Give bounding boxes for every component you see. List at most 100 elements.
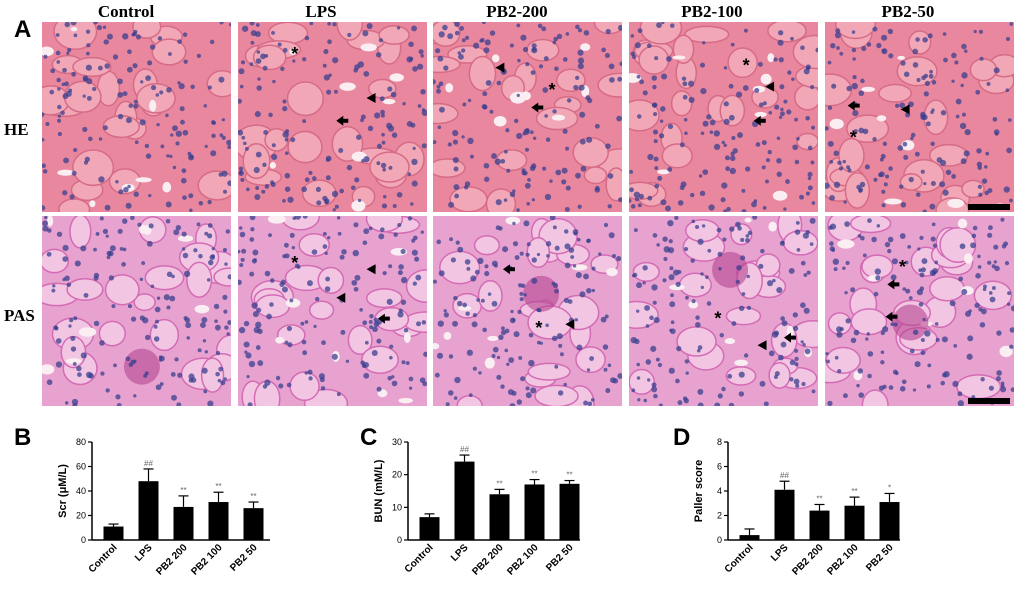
y-tick-label: 0 — [81, 535, 86, 545]
significance-label: ** — [215, 482, 221, 491]
chart-bun: 0 10 20 30 BUN (mM/L) Control ## LPS ** PB2 200 **… — [373, 437, 580, 578]
x-tick-label: PB2 100 — [505, 542, 541, 578]
bar-2 — [809, 510, 830, 540]
micrograph-he-1: * — [238, 22, 427, 212]
error-bar-1 — [459, 454, 470, 462]
error-bar-1 — [143, 468, 154, 482]
error-bar-3 — [529, 478, 540, 485]
micrograph-image: * — [629, 22, 818, 212]
scale-bar-pas — [968, 398, 1010, 404]
arrow-marker — [847, 100, 860, 111]
error-bar-0 — [424, 513, 435, 518]
x-tick-label: PB2 50 — [228, 542, 260, 574]
x-tick-label: PB2 50 — [544, 542, 576, 574]
micrograph-image — [42, 22, 231, 212]
y-tick-label: 0 — [397, 535, 402, 545]
arrow-marker — [783, 332, 796, 343]
y-tick-label: 6 — [717, 462, 722, 472]
column-title-control: Control — [97, 2, 155, 21]
arrow-marker — [885, 311, 898, 322]
asterisk-marker: * — [291, 253, 298, 273]
significance-label: ** — [851, 487, 857, 496]
panel-label-a: A — [14, 16, 32, 43]
arrowhead-marker — [765, 81, 775, 92]
error-bar-4 — [564, 479, 575, 484]
x-tick-label: PB2 200 — [790, 542, 826, 578]
arrowhead-marker — [900, 104, 910, 115]
asterisk-marker: * — [535, 318, 542, 338]
micrograph-image: * — [238, 216, 427, 406]
arrowhead-marker — [757, 340, 767, 351]
significance-label: ## — [144, 459, 153, 468]
error-bar-2 — [178, 495, 189, 507]
micrograph-pas-3: * — [629, 216, 818, 406]
x-tick-label: LPS — [769, 542, 791, 564]
arrowhead-marker — [565, 319, 575, 330]
bar-1 — [138, 481, 159, 540]
significance-label: ## — [780, 471, 789, 480]
micrograph-pas-1: * — [238, 216, 427, 406]
micrograph-image — [42, 216, 231, 406]
arrow-marker — [531, 102, 544, 113]
micrograph-he-3: * — [629, 22, 818, 212]
y-tick-label: 20 — [392, 470, 402, 480]
arrow-marker — [887, 279, 900, 290]
panel-label-c: C — [360, 424, 378, 451]
micrograph-he-2: * — [433, 22, 622, 212]
error-bar-0 — [744, 528, 755, 536]
arrow-marker — [502, 264, 515, 275]
asterisk-marker: * — [850, 128, 857, 148]
bar-4 — [559, 483, 580, 540]
y-tick-label: 2 — [717, 511, 722, 521]
x-tick-label: PB2 200 — [470, 542, 506, 578]
bar-1 — [774, 489, 795, 540]
error-bar-4 — [884, 492, 895, 503]
column-title-lps: LPS — [305, 2, 337, 21]
significance-label: ** — [250, 492, 256, 501]
arrow-marker — [336, 115, 349, 126]
error-bar-0 — [108, 523, 119, 527]
micrograph-image: * — [825, 216, 1014, 406]
x-tick-label: PB2 50 — [864, 542, 896, 574]
y-axis-label: Paller score — [693, 460, 705, 522]
micrograph-he-0 — [42, 22, 231, 212]
bar-2 — [489, 494, 510, 540]
column-title-pb2-200: PB2-200 — [486, 2, 548, 21]
significance-label: ** — [496, 479, 502, 488]
arrowhead-marker — [336, 292, 346, 303]
significance-label: ** — [531, 470, 537, 479]
x-tick-label: PB2 200 — [154, 542, 190, 578]
asterisk-marker: * — [899, 257, 906, 277]
y-tick-label: 30 — [392, 437, 402, 447]
micrograph-image: * — [238, 22, 427, 212]
bar-0 — [419, 517, 440, 540]
micrograph-image: * — [433, 22, 622, 212]
x-tick-label: PB2 100 — [189, 542, 225, 578]
y-tick-label: 40 — [76, 486, 86, 496]
y-axis-label: BUN (mM/L) — [373, 459, 385, 522]
micrograph-pas-0 — [42, 216, 231, 406]
asterisk-marker: * — [291, 44, 298, 64]
x-tick-label: Control — [87, 542, 120, 575]
bar-3 — [524, 484, 545, 540]
significance-label: * — [888, 483, 891, 492]
significance-label: ** — [816, 494, 822, 503]
bar-0 — [103, 526, 124, 540]
bar-2 — [173, 506, 194, 540]
micrograph-image: * — [629, 216, 818, 406]
y-tick-label: 0 — [717, 535, 722, 545]
arrowhead-marker — [366, 93, 376, 103]
row-label-he: HE — [4, 120, 29, 139]
arrowhead-marker — [495, 62, 505, 73]
y-tick-label: 8 — [717, 437, 722, 447]
micrograph-pas-2: * — [433, 216, 622, 406]
panel-label-d: D — [673, 424, 691, 451]
x-tick-label: LPS — [449, 542, 471, 564]
x-tick-label: PB2 100 — [825, 542, 861, 578]
scale-bar-he — [968, 204, 1010, 210]
x-tick-label: LPS — [133, 542, 155, 564]
y-tick-label: 4 — [717, 486, 722, 496]
arrow-marker — [377, 313, 390, 324]
arrow-marker — [753, 115, 766, 126]
